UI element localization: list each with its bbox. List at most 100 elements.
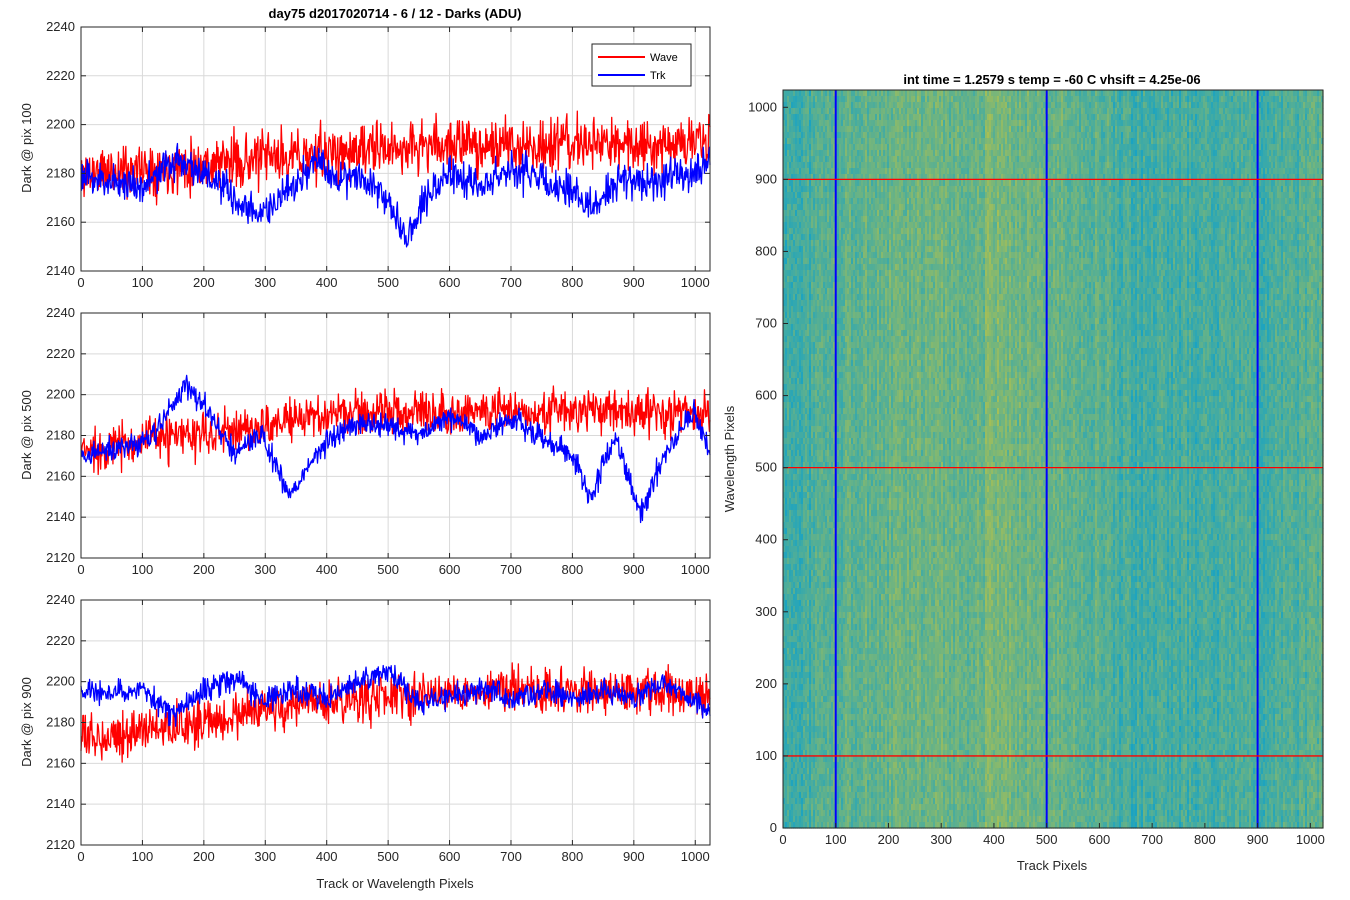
heatmap-cell [1073,96,1076,103]
heatmap-cell [825,102,828,109]
heatmap-cell [927,108,930,115]
heatmap-cell [1095,138,1098,145]
heatmap-cell [1065,132,1068,139]
heatmap-cell [1005,108,1008,115]
heatmap-cell [863,138,866,145]
heatmap-cell [1275,90,1278,97]
heatmap-cell [1133,90,1136,97]
heatmap-cell [1109,96,1112,103]
y-tick-label: 2200 [46,387,75,402]
heatmap-cell [967,90,970,97]
heatmap-cell [1167,102,1170,109]
heatmap-cell [1135,132,1138,139]
heatmap-cell [1143,96,1146,103]
heatmap-cell [1311,90,1314,97]
heatmap-cell [1319,114,1322,121]
heatmap-cell [1259,96,1262,103]
heatmap-cell [885,120,888,127]
heatmap-cell [1321,102,1324,109]
heatmap-cell [1175,114,1178,121]
heatmap-cell [1165,132,1168,139]
heatmap-cell [1051,120,1054,127]
heatmap-cell [853,132,856,139]
heatmap-cell [1019,120,1022,127]
heatmap-cell [855,144,858,151]
heatmap-cell [1163,102,1166,109]
heatmap-cell [1181,96,1184,103]
heatmap-cell [1227,102,1230,109]
heatmap-cell [893,138,896,145]
heatmap-cell [793,96,796,103]
heatmap-cell [973,120,976,127]
heatmap-cell [1297,114,1300,121]
heatmap-cell [1091,102,1094,109]
heatmap-cell [997,126,1000,133]
heatmap-cell [1035,90,1038,97]
heatmap-cell [1289,138,1292,145]
heatmap-cell [1309,102,1312,109]
heatmap-cell [1305,126,1308,133]
heatmap-cell [1271,138,1274,145]
heatmap-cell [987,90,990,97]
heatmap-cell [899,144,902,151]
heatmap-cell [985,102,988,109]
heatmap-cell [1191,126,1194,133]
heatmap-cell [967,126,970,133]
heatmap-cell [1125,120,1128,127]
heatmap-cell [1077,138,1080,145]
heatmap-cell [1121,120,1124,127]
heatmap-cell [829,120,832,127]
heatmap-cell [901,126,904,133]
heatmap-cell [901,90,904,97]
heatmap-cell [803,144,806,151]
heatmap-cell [1255,108,1258,115]
heatmap-cell [1315,108,1318,115]
heatmap-cell [1253,102,1256,109]
heatmap-cell [957,138,960,145]
heatmap-cell [1137,144,1140,151]
heatmap-cell [1049,138,1052,145]
heatmap-cell [995,120,998,127]
heatmap-cell [983,144,986,151]
heatmap-cell [1137,126,1140,133]
heatmap-cell [1237,126,1240,133]
heatmap-cell [1177,132,1180,139]
heatmap-cell [881,126,884,133]
heatmap-cell [1295,102,1298,109]
heatmap-cell [1139,132,1142,139]
heatmap-cell [1091,108,1094,115]
heatmap-cell [819,108,822,115]
heatmap-cell [1017,144,1020,151]
heatmap-cell [925,144,928,151]
heatmap-cell [987,132,990,139]
heatmap-cell [1109,114,1112,121]
heatmap-cell [1211,138,1214,145]
heatmap-cell [1013,144,1016,151]
heatmap-cell [887,144,890,151]
heatmap-cell [1231,120,1234,127]
heatmap-cell [1085,126,1088,133]
heatmap-cell [947,132,950,139]
heatmap-cell [1273,114,1276,121]
heatmap-cell [1245,132,1248,139]
heatmap-cell [1133,144,1136,151]
heatmap-cell [1175,126,1178,133]
heatmap-cell [1313,108,1316,115]
heatmap-cell [1009,144,1012,151]
heatmap-cell [1081,138,1084,145]
heatmap-cell [865,144,868,151]
heatmap-cell [1131,138,1134,145]
heatmap-cell [969,144,972,151]
heatmap-cell [1243,138,1246,145]
heatmap-cell [1205,108,1208,115]
heatmap-cell [869,138,872,145]
heatmap-cell [863,120,866,127]
heatmap-cell [1229,90,1232,97]
heatmap-cell [869,96,872,103]
heatmap-cell [1285,96,1288,103]
heatmap-cell [1311,132,1314,139]
heatmap-cell [971,138,974,145]
heatmap-cell [1071,126,1074,133]
heatmap-cell [1073,132,1076,139]
x-tick-label: 600 [439,562,461,577]
